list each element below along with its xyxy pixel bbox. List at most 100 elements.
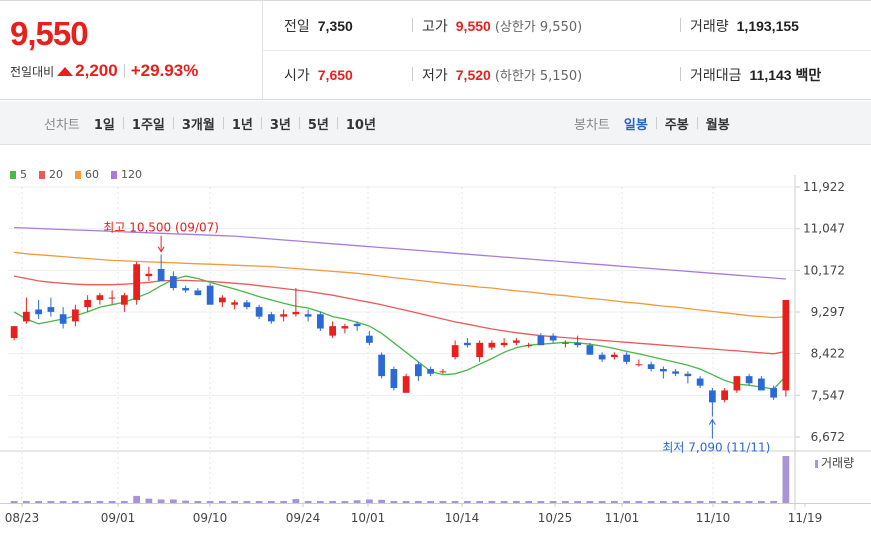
y-tick-label: 10,172: [803, 263, 845, 277]
tab-5year[interactable]: 5년: [307, 117, 329, 133]
candle-down: [574, 342, 581, 346]
volume-bar: [378, 499, 385, 503]
volume-bar: [623, 501, 630, 503]
tab-1week[interactable]: 1주일: [131, 117, 165, 133]
divider: [122, 117, 124, 129]
volume-bar: [745, 501, 753, 503]
legend-label: 20: [49, 168, 63, 181]
quote-row-1: 전일 7,350 고가 9,550 (상한가 9,550) 거래량 1,193,…: [262, 1, 871, 51]
candle-up: [525, 345, 532, 347]
volume-bar: [500, 501, 508, 503]
candle-down: [660, 369, 667, 372]
ma-line-20: [13, 275, 787, 355]
volume-bar: [427, 501, 434, 503]
candle-down: [623, 354, 630, 362]
x-tick-label: 10/25: [538, 511, 573, 525]
volume-bar: [133, 495, 140, 503]
divider: [680, 67, 681, 81]
candle-up: [10, 326, 18, 339]
volume-bar: [451, 501, 459, 503]
candle-down: [549, 335, 557, 341]
divider: [412, 18, 413, 32]
y-tick-label: 6,672: [811, 430, 845, 444]
candle-down: [758, 378, 765, 391]
candle-up: [121, 295, 128, 305]
volume-bar: [219, 501, 226, 503]
divider: [655, 117, 657, 129]
tab-3year[interactable]: 3년: [269, 117, 291, 133]
volume-bar: [194, 501, 202, 503]
volume-bar: [10, 501, 18, 503]
volume-bar: [464, 501, 471, 503]
volume-bar: [47, 501, 55, 503]
candle-down: [243, 302, 251, 308]
candle-up: [402, 376, 410, 393]
volume-bar: [537, 501, 545, 503]
tab-10year[interactable]: 10년: [345, 117, 376, 133]
ma-line-120: [14, 226, 786, 280]
tab-weekly[interactable]: 주봉: [664, 117, 689, 133]
candle-up: [145, 273, 153, 277]
candle-up: [329, 326, 336, 336]
volume-bar: [35, 501, 42, 503]
candle-up: [488, 342, 496, 348]
volume-bar: [549, 501, 557, 503]
volume-bar: [709, 501, 716, 503]
candle-down: [59, 314, 67, 324]
y-tick-label: 8,422: [811, 347, 845, 361]
candle-down: [366, 335, 373, 343]
candle-up: [476, 342, 483, 358]
volume-bar: [635, 501, 643, 503]
volume-bar: [59, 501, 67, 503]
candle-up: [782, 299, 790, 391]
volume-bar: [721, 501, 728, 503]
candle-down: [35, 309, 42, 315]
volume-bar: [513, 501, 520, 503]
candle-up: [513, 340, 520, 343]
candle-up: [451, 345, 459, 358]
divider: [412, 67, 413, 81]
y-tick-label: 7,547: [811, 388, 845, 402]
candle-up: [341, 326, 349, 329]
volume-bar: [647, 501, 655, 503]
volume-bar: [121, 501, 128, 503]
ma-line-5: [13, 275, 787, 390]
y-tick-label: 11,047: [803, 222, 845, 236]
volume-bar: [733, 501, 741, 503]
moving-average-lines: [13, 226, 787, 390]
volume-bar: [304, 501, 312, 503]
low-annotation: 최저 7,090 (11/11): [662, 441, 770, 455]
volume-bar: [145, 498, 153, 503]
tab-monthly[interactable]: 월봉: [705, 117, 730, 133]
volume-bar: [108, 501, 116, 503]
candle-up: [292, 311, 300, 315]
volume-bar: [243, 501, 251, 503]
divider: [123, 64, 125, 78]
current-price: 9,550: [10, 15, 89, 52]
tab-1day[interactable]: 1일: [93, 117, 115, 133]
volume-bar: [402, 501, 410, 503]
candle-down: [770, 388, 777, 398]
tab-3month[interactable]: 3개월: [181, 117, 215, 133]
high-annotation: 최고 10,500 (09/07): [103, 221, 219, 235]
volume-bar: [488, 501, 496, 503]
candle-down: [206, 285, 214, 305]
high-label: 고가: [422, 18, 448, 35]
tab-daily[interactable]: 일봉: [623, 117, 648, 133]
legend-item-ma5: 5: [10, 168, 27, 181]
low: 저가 7,520 (하한가 5,150): [422, 65, 582, 85]
volume-bar: [280, 501, 287, 503]
tab-1year[interactable]: 1년: [231, 117, 253, 133]
candles: [10, 254, 790, 417]
line-chart-label: 선차트: [44, 117, 80, 133]
divider: [222, 117, 224, 129]
legend-item-ma60: 60: [75, 168, 99, 181]
y-tick-label: 11,922: [803, 180, 845, 194]
volume-bar: [574, 501, 581, 503]
x-tick-label: 11/19: [788, 511, 823, 525]
quote-header: 9,550 전일대비 2,200 +29.93% 전일 7,350 고가 9,5…: [0, 0, 871, 100]
candle-down: [182, 288, 189, 291]
volume-bars: 거래량: [10, 456, 854, 503]
prev-close-value: 7,350: [317, 17, 353, 34]
